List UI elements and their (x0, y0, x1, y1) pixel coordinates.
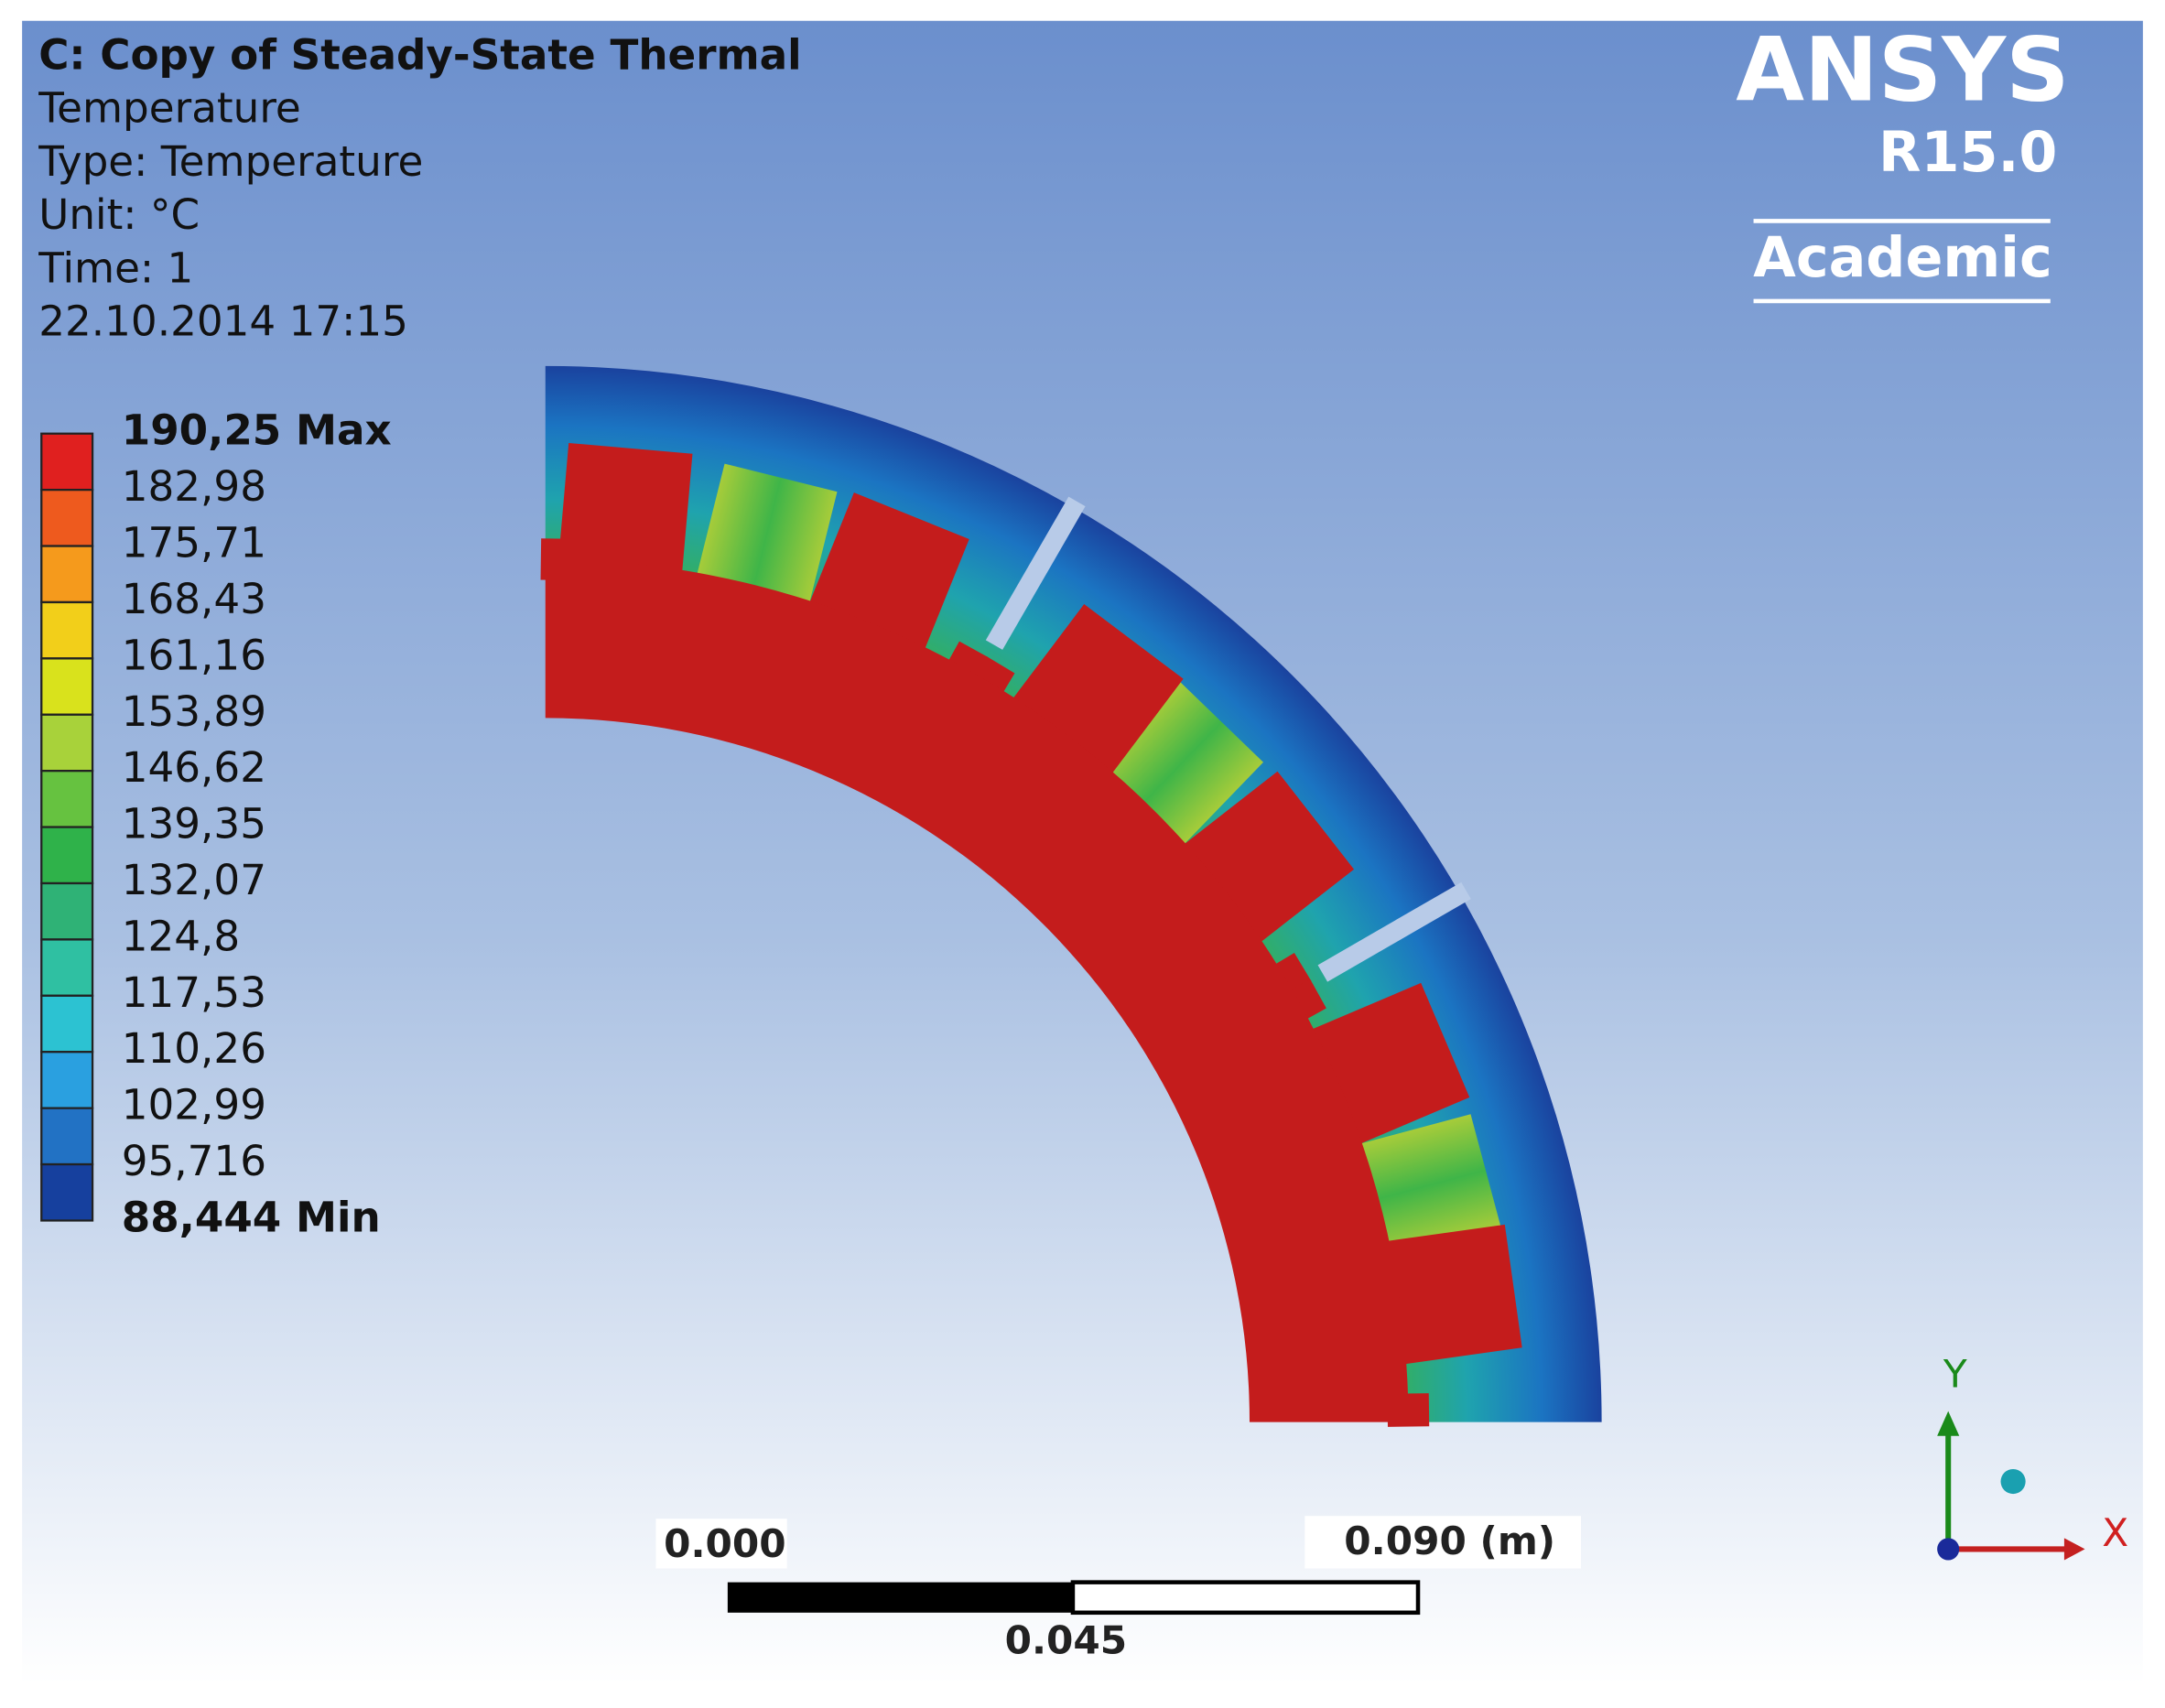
scale-bar: 0.000 0.090 (m) 0.045 (655, 1516, 1581, 1662)
legend-label: 117,53 (122, 968, 266, 1017)
x-arrow (2063, 1538, 2085, 1561)
y-arrow (1937, 1411, 1960, 1436)
legend-label: 190,25 Max (122, 406, 392, 455)
header: C: Copy of Steady-State Thermal Temperatu… (38, 30, 801, 345)
header-line: 22.10.2014 17:15 (38, 297, 408, 346)
legend-swatch (40, 545, 94, 604)
logo-edition: Academic (1753, 226, 2052, 290)
scale-segment (1070, 1580, 1421, 1616)
slot (694, 463, 838, 612)
legend-label: 168,43 (122, 575, 266, 623)
legend-label: 182,98 (122, 462, 266, 511)
legend-swatch (40, 489, 94, 547)
legend-swatch (40, 1162, 94, 1222)
model (540, 365, 1602, 1427)
legend-label: 110,26 (122, 1024, 266, 1073)
legend-swatch (40, 600, 94, 660)
legend-label: 95,716 (122, 1137, 266, 1185)
legend-label: 102,99 (122, 1081, 266, 1130)
legend-swatch (40, 994, 94, 1054)
legend-label: 139,35 (122, 800, 266, 849)
scale-middle: 0.045 (1005, 1617, 1128, 1662)
scale-label-bg (1304, 1516, 1581, 1569)
tooth (1368, 1224, 1522, 1367)
legend-swatch (40, 1107, 94, 1166)
legend-swatch (40, 657, 94, 716)
legend-label: 88,444 Min (122, 1193, 381, 1241)
legend-swatch (40, 881, 94, 941)
slot (1350, 1114, 1501, 1259)
legend-swatch (40, 826, 94, 885)
header-line: Unit: °C (38, 190, 200, 239)
legend-label: 146,62 (122, 743, 266, 792)
legend-label: 175,71 (122, 519, 266, 568)
logo-version: R15.0 (1878, 121, 2057, 185)
legend-swatch (40, 770, 94, 828)
scale-start: 0.000 (664, 1521, 786, 1566)
logo-name: ANSYS (1736, 17, 2069, 121)
legend-label: 124,8 (122, 912, 241, 960)
legend-swatch (40, 713, 94, 773)
x-label: X (2102, 1510, 2128, 1555)
legend: 190,25 Max 182,98 175,71 168,43 161,16 153,89… (40, 406, 392, 1241)
segment-gap (1317, 881, 1471, 982)
header-line: Temperature (38, 84, 301, 133)
header-line: C: Copy of Steady-State Thermal (38, 30, 801, 79)
y-label: Y (1943, 1351, 1967, 1396)
legend-label: 153,89 (122, 687, 266, 736)
scale-end: 0.090 (m) (1344, 1519, 1555, 1563)
header-line: Type: Temperature (38, 137, 423, 186)
legend-swatch (40, 1051, 94, 1109)
view-ball (2000, 1468, 2026, 1495)
scale-label-bg (655, 1519, 787, 1569)
segment-gap (985, 496, 1086, 650)
legend-label: 161,16 (122, 631, 266, 679)
axis-triad: Y X (1937, 1351, 2128, 1561)
scale-segment (727, 1582, 1073, 1613)
legend-label: 132,07 (122, 856, 266, 904)
header-line: Time: 1 (38, 243, 193, 292)
legend-swatch (40, 432, 94, 492)
legend-swatch (40, 938, 94, 997)
stator-yoke (545, 558, 1409, 1422)
z-axis (1937, 1538, 1960, 1561)
tooth (557, 442, 693, 592)
